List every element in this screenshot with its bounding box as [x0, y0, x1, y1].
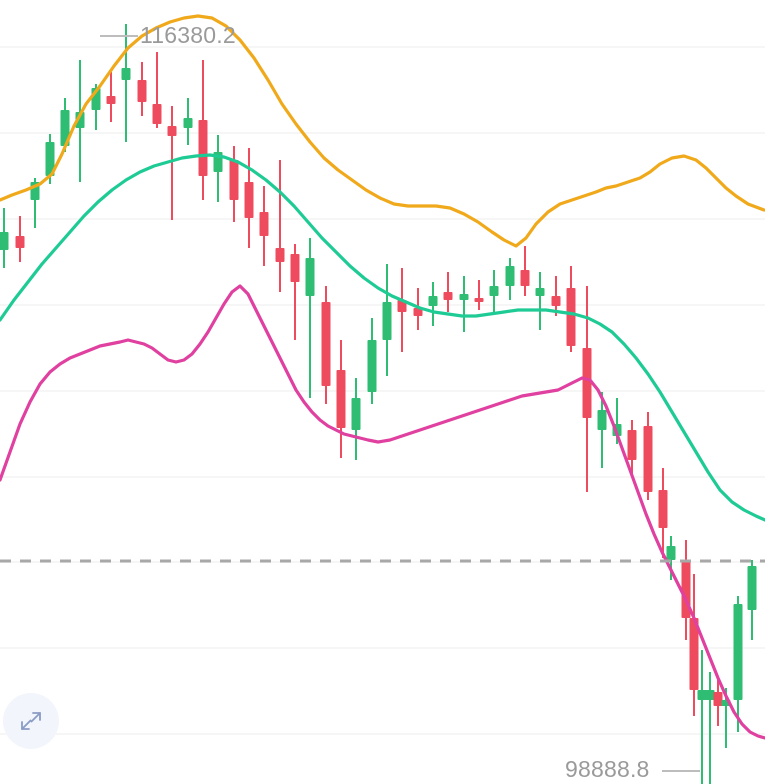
- candle-body: [106, 96, 116, 104]
- candle-wick: [701, 650, 703, 784]
- candle-wick: [171, 106, 173, 220]
- candle-body: [183, 118, 193, 128]
- candle-body: [443, 292, 453, 300]
- candle-wick: [616, 398, 618, 444]
- ma-line-ma-fast: [0, 14, 765, 248]
- candle-body: [627, 430, 637, 460]
- candle-body: [597, 410, 607, 430]
- candle-wick: [539, 272, 541, 330]
- candle-body: [45, 142, 55, 176]
- candle-body: [520, 270, 530, 286]
- candle-wick: [125, 24, 127, 142]
- candle-body: [551, 296, 561, 306]
- candle-body: [413, 308, 423, 316]
- candle-body: [666, 546, 676, 560]
- candle-body: [137, 80, 147, 102]
- candle-body: [152, 104, 162, 124]
- candle-body: [305, 258, 315, 296]
- candlesticks-group: [0, 24, 757, 784]
- candle-body: [535, 288, 545, 296]
- candle-wick: [279, 160, 281, 292]
- candle-body: [290, 254, 300, 282]
- candle-body: [582, 348, 592, 418]
- candle-body: [747, 566, 757, 610]
- gridlines-group: [0, 46, 765, 735]
- candle-body: [505, 266, 515, 286]
- candle-body: [697, 690, 707, 700]
- candle-wick: [709, 672, 711, 784]
- candle-body: [121, 68, 131, 80]
- candle-body: [351, 398, 361, 430]
- candle-body: [275, 248, 285, 262]
- candle-body: [713, 692, 723, 706]
- candle-wick: [156, 52, 158, 128]
- candle-body: [0, 232, 9, 250]
- candle-body: [321, 302, 331, 386]
- candle-body: [489, 286, 499, 296]
- candle-body: [60, 110, 70, 146]
- candle-body: [428, 296, 438, 306]
- candle-body: [229, 160, 239, 200]
- candle-wick: [309, 238, 311, 398]
- candle-body: [459, 294, 469, 300]
- low-price-leader-line: [662, 770, 700, 772]
- candle-body: [689, 618, 699, 690]
- candle-body: [336, 370, 346, 428]
- candle-body: [15, 236, 25, 248]
- candle-body: [733, 604, 743, 700]
- candle-body: [367, 340, 377, 392]
- candle-body: [382, 302, 392, 340]
- expand-fullscreen-button[interactable]: [3, 693, 59, 749]
- ma-line-ma-slow: [0, 284, 765, 740]
- candle-body: [474, 298, 484, 302]
- candle-body: [566, 288, 576, 346]
- candle-body: [397, 300, 407, 312]
- candle-wick: [725, 688, 727, 748]
- high-price-label: 116380.2: [140, 22, 236, 48]
- candle-body: [705, 690, 715, 700]
- candle-wick: [478, 280, 480, 310]
- candle-body: [643, 426, 653, 492]
- candle-body: [198, 120, 208, 176]
- high-price-leader-line: [100, 35, 138, 37]
- candle-wick: [463, 276, 465, 332]
- moving-average-lines-group: [0, 14, 765, 740]
- low-price-label: 98888.8: [565, 756, 650, 782]
- candle-body: [167, 126, 177, 136]
- candle-body: [658, 490, 668, 528]
- candle-wick: [34, 178, 36, 228]
- ma-line-ma-mid: [0, 153, 765, 522]
- candle-body: [259, 212, 269, 236]
- expand-arrows-icon: [16, 706, 46, 736]
- candle-wick: [294, 244, 296, 340]
- candle-body: [244, 182, 254, 218]
